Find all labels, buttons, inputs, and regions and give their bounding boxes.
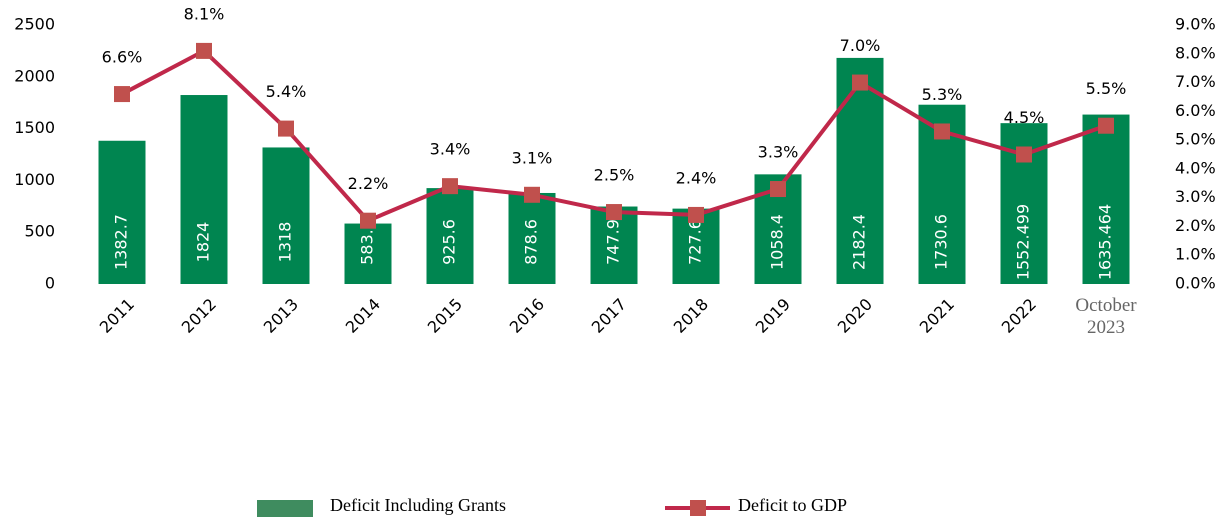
legend-marker: [690, 500, 706, 516]
bar: [426, 188, 474, 284]
x-tick-label: 2021: [916, 295, 958, 337]
legend-label: Deficit to GDP: [738, 495, 847, 515]
bar-value-label: 1552.499: [1014, 204, 1033, 280]
line-marker: [360, 212, 376, 229]
y-tick-label: 500: [24, 222, 55, 241]
x-tick-label: 2017: [588, 295, 630, 337]
bar: [262, 147, 310, 284]
y2-tick-label: 2.0%: [1175, 216, 1216, 235]
line-marker: [606, 204, 622, 221]
x-tick-label: 2011: [96, 295, 138, 337]
x-tick-label: 2016: [506, 295, 548, 337]
line-marker: [114, 86, 130, 103]
bar-value-label: 925.6: [440, 219, 459, 265]
line-value-label: 4.5%: [1004, 108, 1045, 127]
bar-value-label: 727.6: [686, 219, 705, 265]
y-tick-label: 2500: [14, 15, 55, 34]
line-marker: [1098, 117, 1114, 134]
legend-label: Deficit Including Grants: [330, 495, 506, 515]
line-marker: [196, 42, 212, 59]
line-marker: [278, 120, 294, 137]
line-value-label: 2.5%: [594, 166, 635, 185]
y2-tick-label: 9.0%: [1175, 15, 1216, 34]
bar-value-label: 583.5: [358, 219, 377, 265]
x-tick-label: 2015: [424, 295, 466, 337]
x-tick-label: 2012: [178, 295, 220, 337]
legend-swatch: [257, 500, 313, 517]
y2-tick-label: 6.0%: [1175, 101, 1216, 120]
line-marker: [852, 74, 868, 91]
bar-value-label: 747.9: [604, 219, 623, 265]
line-value-label: 8.1%: [184, 4, 225, 23]
x-tick-label: 2018: [670, 295, 712, 337]
y-tick-label: 2000: [14, 66, 55, 85]
line-value-label: 3.3%: [758, 143, 799, 162]
bar: [1082, 114, 1130, 284]
y2-tick-label: 5.0%: [1175, 130, 1216, 149]
y2-tick-label: 1.0%: [1175, 245, 1216, 264]
line-value-label: 7.0%: [840, 36, 881, 55]
x-tick-label: 2019: [752, 295, 794, 337]
bar-value-label: 2182.4: [850, 214, 869, 270]
line-value-label: 5.5%: [1086, 79, 1127, 98]
bar-value-label: 1730.6: [932, 214, 951, 270]
y-tick-label: 0: [45, 274, 55, 293]
line-marker: [1016, 146, 1032, 163]
x-tick-label: 2014: [342, 295, 384, 337]
y-tick-label: 1000: [14, 170, 55, 189]
bar-value-label: 1824: [194, 222, 213, 263]
x-tick-label: 2013: [260, 295, 302, 337]
line-value-label: 2.2%: [348, 174, 389, 193]
line-value-label: 3.1%: [512, 148, 553, 167]
bar: [836, 57, 884, 285]
bar-value-label: 1318: [276, 222, 295, 263]
y2-tick-label: 7.0%: [1175, 72, 1216, 91]
bar-value-label: 1635.464: [1096, 204, 1115, 280]
line-marker: [770, 181, 786, 198]
bar-value-label: 1382.7: [112, 214, 131, 270]
y2-tick-label: 3.0%: [1175, 187, 1216, 206]
y-tick-label: 1500: [14, 118, 55, 137]
bar: [98, 140, 146, 284]
x-tick-label: 2020: [834, 295, 876, 337]
bar-value-label: 878.6: [522, 219, 541, 265]
line-value-label: 5.4%: [266, 82, 307, 101]
line-marker: [524, 186, 540, 203]
bar: [508, 192, 556, 284]
line-value-label: 6.6%: [102, 48, 143, 67]
y2-tick-label: 0.0%: [1175, 274, 1216, 293]
line-marker: [688, 206, 704, 223]
line-marker: [934, 123, 950, 140]
x-tick-label: October 2023: [1075, 295, 1137, 338]
y2-tick-label: 8.0%: [1175, 43, 1216, 62]
x-tick-label: 2022: [998, 295, 1040, 337]
y2-tick-label: 4.0%: [1175, 158, 1216, 177]
line-value-label: 3.4%: [430, 140, 471, 159]
bar: [180, 95, 228, 284]
line-value-label: 5.3%: [922, 85, 963, 104]
bar-value-label: 1058.4: [768, 214, 787, 270]
line-marker: [442, 178, 458, 195]
line-value-label: 2.4%: [676, 168, 717, 187]
bar: [344, 223, 392, 284]
